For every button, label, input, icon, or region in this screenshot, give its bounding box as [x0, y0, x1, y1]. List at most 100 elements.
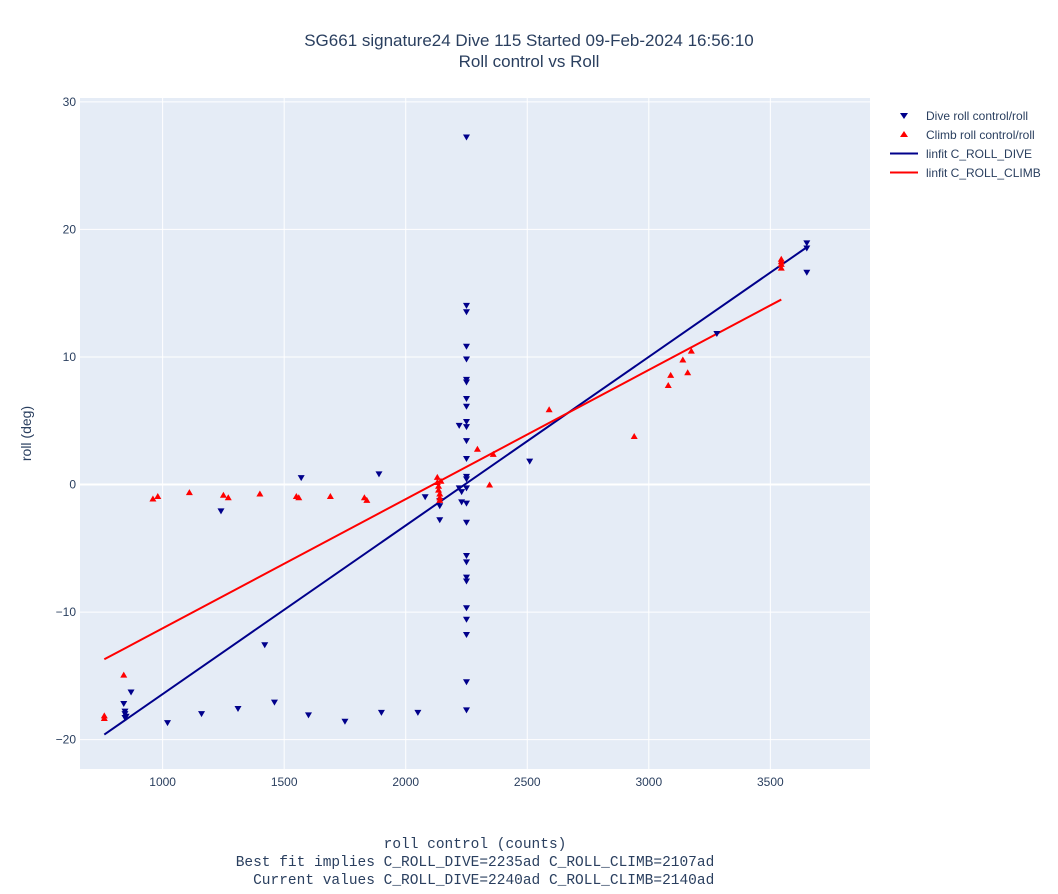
triangle-up-icon: [886, 125, 920, 144]
data-point: [462, 578, 470, 585]
data-point: [462, 559, 470, 566]
data-point: [462, 396, 470, 403]
data-point: [436, 490, 444, 497]
fit-line: [103, 246, 808, 736]
data-point: [462, 356, 470, 363]
data-point: [261, 642, 269, 649]
data-point: [234, 706, 242, 713]
data-point: [219, 491, 227, 498]
data-point: [436, 517, 444, 524]
data-point: [304, 712, 312, 719]
y-axis-ticks: −20 −10 0 10 20 30: [56, 95, 77, 747]
data-point: [185, 489, 193, 496]
data-point: [149, 495, 157, 502]
legend: Dive roll control/roll Climb roll contro…: [886, 106, 1041, 182]
plot-area: [80, 98, 870, 769]
x-tick-label: 3500: [757, 775, 784, 789]
data-point: [462, 309, 470, 316]
data-point: [154, 493, 162, 500]
x-axis-label-line1: roll control (counts): [383, 837, 567, 853]
y-tick-label: 20: [63, 222, 77, 236]
chart-title-line2: Roll control vs Roll: [458, 52, 600, 71]
data-point: [777, 255, 785, 262]
x-axis-label-line2: Best fit implies C_ROLL_DIVE=2235ad C_RO…: [235, 855, 715, 871]
legend-item-climb-fit[interactable]: linfit C_ROLL_CLIMB: [886, 163, 1041, 182]
data-point: [363, 496, 371, 503]
y-tick-label: 0: [69, 478, 76, 492]
x-tick-label: 1000: [149, 775, 176, 789]
data-point: [777, 264, 785, 271]
data-point: [377, 709, 385, 716]
legend-label: linfit C_ROLL_CLIMB: [926, 165, 1041, 180]
data-point: [462, 679, 470, 686]
data-point: [462, 456, 470, 463]
x-tick-label: 2000: [392, 775, 419, 789]
x-tick-label: 2500: [514, 775, 541, 789]
data-point: [120, 671, 128, 678]
y-tick-label: 10: [63, 350, 77, 364]
data-point: [462, 485, 470, 492]
data-point: [462, 552, 470, 559]
legend-item-dive-points[interactable]: Dive roll control/roll: [886, 106, 1041, 125]
legend-label: Climb roll control/roll: [926, 127, 1035, 142]
data-point: [462, 605, 470, 612]
data-point: [462, 616, 470, 623]
data-point: [295, 494, 303, 501]
chart-title-line1: SG661 signature24 Dive 115 Started 09-Fe…: [304, 31, 754, 50]
data-point: [462, 424, 470, 431]
data-point: [436, 496, 444, 503]
data-point: [127, 689, 135, 696]
data-point: [489, 450, 497, 457]
data-point: [462, 438, 470, 445]
data-point: [120, 700, 128, 707]
grid-lines: [80, 98, 870, 769]
data-point: [375, 471, 383, 478]
data-point: [455, 485, 463, 492]
data-point: [630, 433, 638, 440]
data-markers: [100, 134, 811, 727]
line-icon: [886, 163, 920, 182]
data-point: [687, 347, 695, 354]
data-point: [462, 403, 470, 410]
triangle-down-icon: [886, 106, 920, 125]
data-point: [198, 711, 206, 718]
chart-title: SG661 signature24 Dive 115 Started 09-Fe…: [0, 30, 1058, 72]
data-point: [803, 245, 811, 252]
data-point: [164, 720, 172, 727]
data-point: [679, 356, 687, 363]
data-point: [326, 493, 334, 500]
data-point: [526, 458, 534, 465]
fit-lines: [103, 246, 808, 736]
legend-label: Dive roll control/roll: [926, 108, 1029, 123]
legend-label: linfit C_ROLL_DIVE: [926, 146, 1033, 161]
data-point: [437, 477, 445, 484]
data-point: [545, 406, 553, 413]
data-point: [803, 240, 811, 247]
y-tick-label: −10: [56, 605, 77, 619]
y-tick-label: −20: [56, 733, 77, 747]
data-point: [414, 709, 422, 716]
data-point: [433, 473, 441, 480]
data-point: [217, 508, 225, 515]
data-point: [803, 269, 811, 276]
data-point: [462, 707, 470, 714]
data-point: [100, 714, 108, 721]
line-icon: [886, 144, 920, 163]
data-point: [435, 486, 443, 493]
data-point: [684, 369, 692, 376]
data-point: [462, 476, 470, 483]
data-point: [462, 419, 470, 426]
legend-item-dive-fit[interactable]: linfit C_ROLL_DIVE: [886, 144, 1041, 163]
legend-item-climb-points[interactable]: Climb roll control/roll: [886, 125, 1041, 144]
data-point: [462, 134, 470, 141]
data-point: [664, 382, 672, 389]
x-axis-label: roll control (counts) Best fit implies C…: [0, 836, 950, 890]
data-point: [270, 699, 278, 706]
data-point: [458, 489, 466, 496]
x-tick-label: 3000: [635, 775, 662, 789]
data-point: [473, 445, 481, 452]
data-point: [297, 475, 305, 482]
data-point: [713, 330, 721, 337]
y-tick-label: 30: [63, 95, 77, 109]
